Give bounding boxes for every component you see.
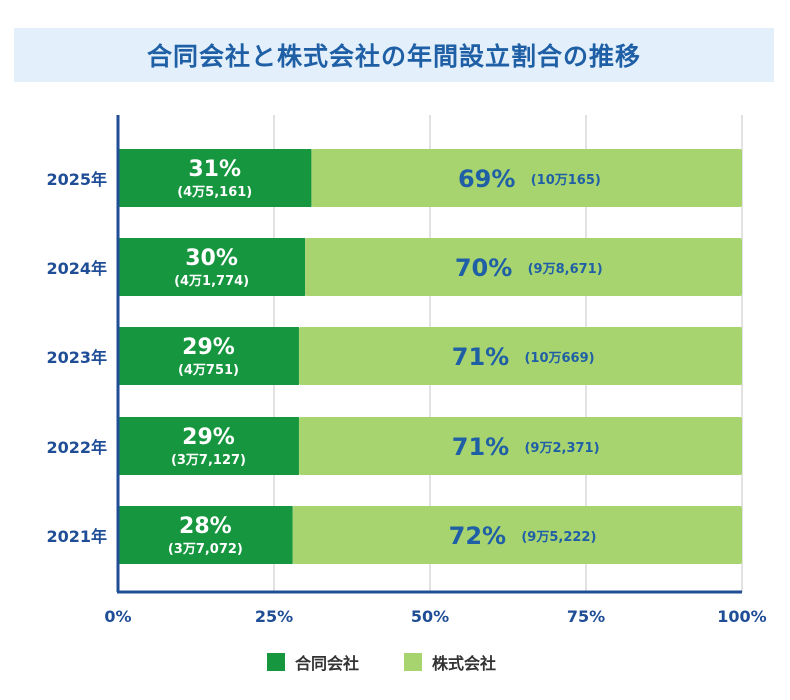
data-label-godo-count: (4万5,161): [177, 185, 252, 200]
data-label-godo-percent: 29%: [182, 425, 235, 450]
data-label-kabushiki-percent: 71%: [452, 343, 509, 371]
legend-item-kabushiki: 株式会社: [404, 650, 496, 674]
legend-item-godo: 合同会社: [267, 650, 359, 674]
data-label-kabushiki-count: (9万8,671): [528, 262, 603, 277]
data-label-kabushiki-count: (10万669): [524, 351, 594, 366]
bar-godo: [118, 417, 299, 475]
data-label-kabushiki-count: (9万5,222): [521, 530, 596, 545]
data-label-godo-count: (3万7,072): [168, 542, 243, 557]
bar-kabushiki: [298, 417, 742, 475]
bar-godo: [118, 238, 306, 296]
bar-godo: [118, 149, 312, 207]
bar-kabushiki: [305, 238, 742, 296]
chart-title-bar: 合同会社と株式会社の年間設立割合の推移: [14, 28, 774, 82]
data-label-godo-percent: 28%: [179, 514, 232, 539]
legend-label-godo: 合同会社: [295, 654, 360, 673]
data-label-kabushiki-percent: 71%: [452, 433, 509, 461]
data-label-kabushiki-percent: 72%: [449, 522, 506, 550]
bar-godo: [118, 506, 293, 564]
bar-kabushiki: [311, 149, 742, 207]
category-label: 2021年: [46, 527, 107, 546]
category-label: 2023年: [46, 348, 107, 367]
data-label-godo-percent: 31%: [188, 157, 241, 182]
legend-swatch-kabushiki: [404, 653, 422, 671]
x-tick-label: 25%: [255, 607, 293, 626]
bar-kabushiki: [298, 327, 742, 385]
bar-godo: [118, 327, 299, 385]
data-label-godo-count: (4万1,774): [174, 274, 249, 289]
data-label-godo-count: (3万7,127): [171, 453, 246, 468]
category-label: 2024年: [46, 259, 107, 278]
legend-label-kabushiki: 株式会社: [432, 654, 497, 673]
data-label-kabushiki-count: (9万2,371): [524, 441, 599, 456]
category-label: 2022年: [46, 438, 107, 457]
data-label-kabushiki-count: (10万165): [531, 173, 601, 188]
legend-swatch-godo: [267, 653, 285, 671]
data-label-kabushiki-percent: 69%: [458, 165, 515, 193]
x-tick-label: 75%: [567, 607, 605, 626]
data-label-kabushiki-percent: 70%: [455, 254, 512, 282]
data-label-godo-percent: 30%: [185, 246, 238, 271]
x-tick-label: 50%: [411, 607, 449, 626]
data-label-godo-count: (4万751): [178, 363, 239, 378]
category-label: 2025年: [46, 170, 107, 189]
bar-kabushiki: [292, 506, 742, 564]
x-tick-label: 100%: [717, 607, 766, 626]
x-tick-label: 0%: [104, 607, 131, 626]
data-label-godo-percent: 29%: [182, 335, 235, 360]
chart-title: 合同会社と株式会社の年間設立割合の推移: [146, 42, 641, 71]
